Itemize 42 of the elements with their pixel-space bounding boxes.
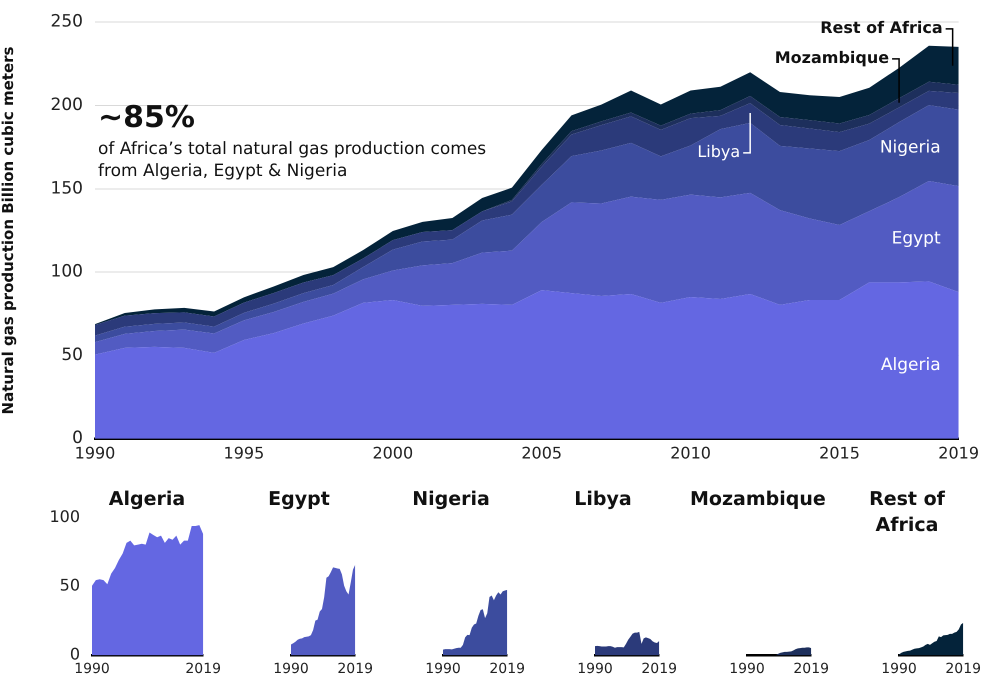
- x-tick-label: 2019: [185, 661, 222, 678]
- y-tick-label: 50: [60, 576, 80, 595]
- chart-title: Egypt: [267, 487, 331, 512]
- x-tick-label: 2010: [670, 444, 711, 463]
- series-label: Rest of Africa: [820, 18, 943, 38]
- x-tick-label: 2019: [945, 661, 982, 678]
- chart-title: Algeria: [108, 487, 186, 512]
- series-label: Algeria: [880, 354, 941, 375]
- x-tick-label: 2019: [793, 661, 830, 678]
- x-tick-label: 2019: [337, 661, 374, 678]
- text: Mozambique: [774, 48, 890, 68]
- y-tick-label: 150: [50, 178, 83, 198]
- y-tick-label: 0: [70, 644, 80, 664]
- series-label: Egypt: [892, 228, 941, 249]
- series-label: Libya: [697, 142, 740, 162]
- x-tick-label: 2005: [521, 444, 562, 463]
- x-tick-label: 1990: [425, 661, 461, 678]
- y-tick-label: 250: [50, 12, 83, 32]
- x-tick-label: 1990: [273, 661, 309, 678]
- x-tick-label: 2019: [489, 661, 526, 678]
- x-tick-label: 2019: [641, 661, 678, 678]
- x-tick-label: 2015: [819, 444, 860, 463]
- series-label: Nigeria: [880, 137, 941, 158]
- chart-title: Rest of Africa: [868, 487, 946, 538]
- x-tick-label: 1990: [74, 444, 116, 463]
- y-tick-label: 100: [49, 506, 80, 526]
- annotation: of Africa’s total natural gas production comes from Algeria, Egypt & Nigeria: [98, 138, 488, 182]
- x-tick-label: 1990: [74, 661, 110, 678]
- chart-title: Mozambique: [690, 487, 826, 512]
- y-axis-title: Natural gas production Billion cubic meters: [0, 46, 17, 414]
- x-tick-label: 1995: [224, 444, 264, 463]
- x-tick-label: 2019: [938, 444, 979, 463]
- x-tick-label: 2000: [372, 444, 414, 463]
- x-tick-label: 1990: [729, 661, 765, 678]
- chart-title: Nigeria: [411, 487, 491, 512]
- annotation: ~85%: [98, 100, 195, 135]
- x-tick-label: 1990: [881, 661, 917, 678]
- x-tick-label: 1990: [577, 661, 613, 678]
- y-tick-label: 200: [50, 94, 83, 115]
- y-tick-label: 100: [50, 262, 83, 282]
- y-tick-label: 50: [61, 344, 83, 365]
- chart-title: Libya: [573, 487, 633, 512]
